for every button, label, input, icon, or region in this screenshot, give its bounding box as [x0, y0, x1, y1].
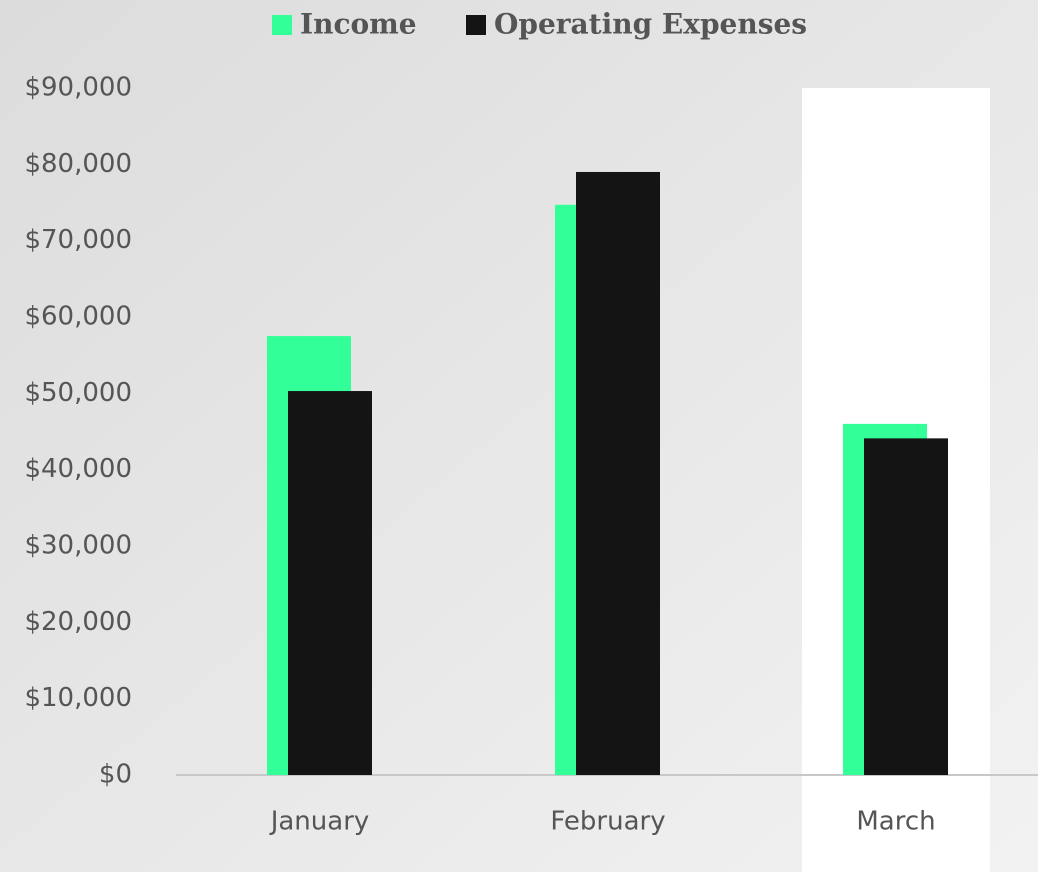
y-tick-label: $40,000 [24, 454, 132, 484]
legend-swatch [466, 15, 486, 35]
y-tick-label: $0 [99, 760, 132, 790]
y-tick-label: $90,000 [24, 73, 132, 103]
y-tick-label: $20,000 [24, 607, 132, 637]
x-tick-label: February [550, 807, 665, 837]
x-tick-label: January [269, 807, 370, 837]
legend-label: Operating Expenses [494, 8, 807, 41]
y-tick-label: $70,000 [24, 225, 132, 255]
y-tick-label: $30,000 [24, 531, 132, 561]
y-tick-label: $10,000 [24, 683, 132, 713]
bar [576, 171, 660, 775]
y-tick-label: $80,000 [24, 149, 132, 179]
legend-label: Income [300, 8, 417, 41]
y-tick-label: $50,000 [24, 378, 132, 408]
y-tick-label: $60,000 [24, 302, 132, 332]
bar [288, 391, 372, 775]
x-tick-label: March [856, 807, 935, 837]
bar [864, 438, 948, 775]
legend-swatch [272, 15, 292, 35]
